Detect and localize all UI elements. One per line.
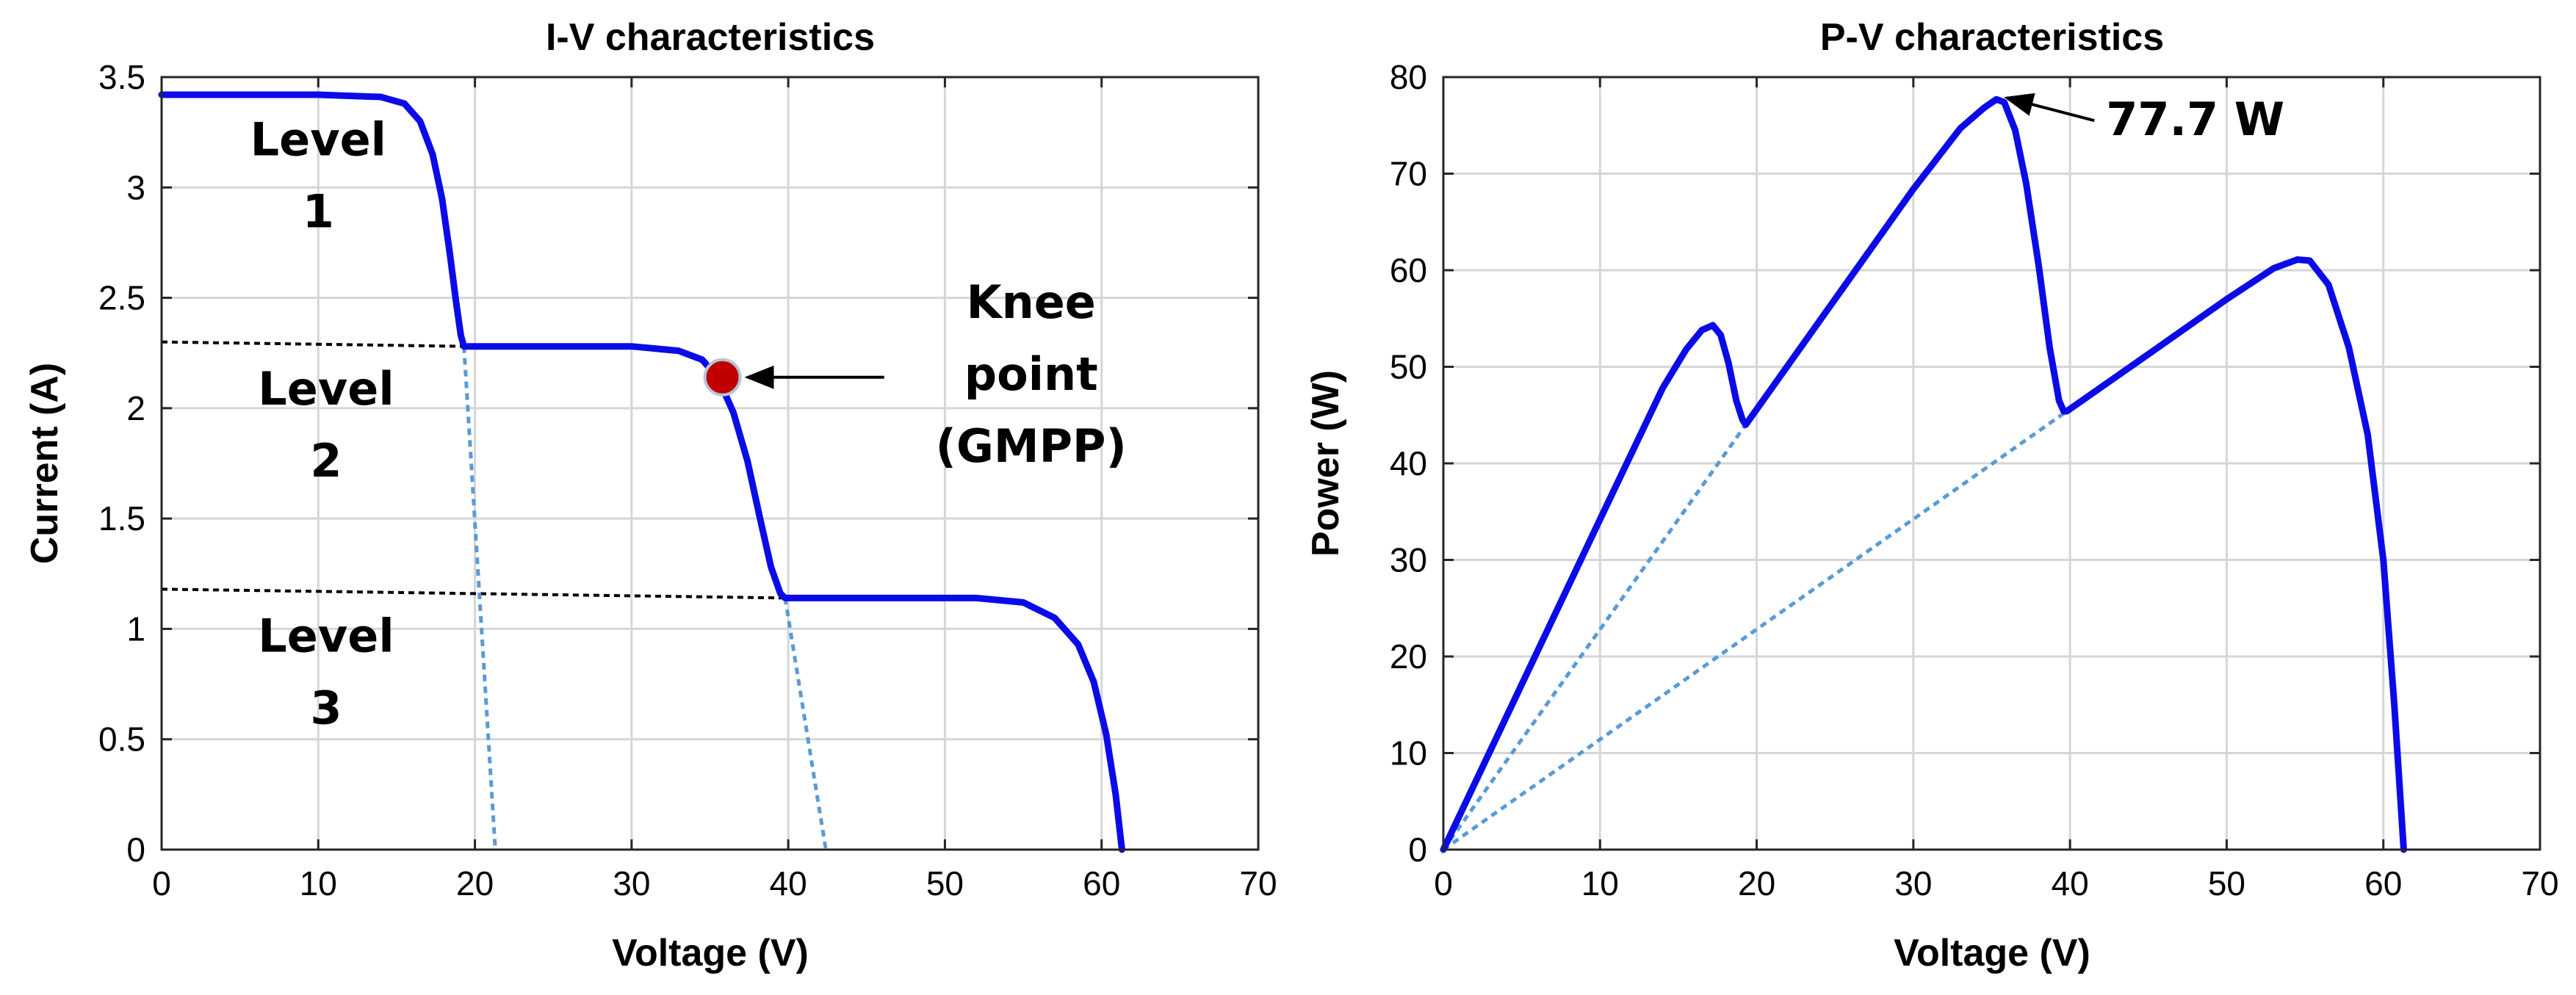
annotation-label: Level 3 — [258, 609, 394, 735]
y-tick-label: 40 — [1390, 444, 1427, 482]
annotation-arrow — [2004, 93, 2095, 123]
x-tick-label: 70 — [2521, 864, 2558, 902]
annotation-label: Knee point (GMPP) — [936, 275, 1127, 473]
pv-reference-lines — [1441, 409, 2068, 852]
pv-chart: P-V characteristics 0 10 20 30 40 50 60 70 0 10 20… — [1305, 16, 2559, 974]
iv-chart: I-V characteristics 0 10 20 30 40 50 60 70 0 0.5 1… — [24, 16, 1277, 974]
pv-series — [1440, 95, 2407, 853]
x-tick-label: 30 — [613, 864, 650, 902]
x-tick-label: 10 — [300, 864, 337, 902]
reference-line — [1441, 423, 1747, 851]
pv-plot-frame — [1442, 76, 2541, 851]
knee-point-marker — [703, 358, 742, 397]
y-tick-label: 0.5 — [98, 720, 145, 759]
pv-grid — [1443, 77, 2540, 850]
annotation-line: 2 — [310, 434, 342, 488]
x-tick-label: 0 — [1434, 864, 1453, 902]
pv-chart-title: P-V characteristics — [1820, 16, 2164, 59]
data-line — [1440, 95, 2407, 853]
y-tick-label: 3 — [126, 168, 145, 206]
y-tick-label: 60 — [1390, 251, 1427, 289]
annotation-label: Level 1 — [250, 112, 386, 238]
reference-line — [783, 597, 828, 850]
annotation-line: point — [964, 347, 1098, 401]
iv-ticks: 0 10 20 30 40 50 60 70 0 0.5 1 1.5 2 2.5 3 3.5 — [98, 58, 1277, 902]
x-tick-label: 30 — [1894, 864, 1932, 902]
reference-line — [161, 340, 464, 348]
pv-y-axis-label: Power (W) — [1305, 370, 1347, 557]
annotation-line: Level — [250, 112, 386, 166]
x-tick-label: 20 — [456, 864, 494, 902]
pv-ticks: 0 10 20 30 40 50 60 70 0 10 20 30 40 50 60 70 80 — [1390, 58, 2559, 902]
x-tick-label: 50 — [2208, 864, 2245, 902]
iv-x-axis-label: Voltage (V) — [612, 932, 809, 974]
y-tick-label: 2 — [126, 389, 145, 427]
iv-grid — [162, 77, 1258, 850]
y-tick-label: 30 — [1390, 541, 1427, 579]
annotation-line: 3 — [310, 681, 342, 735]
annotation-line: Level — [258, 609, 394, 663]
y-tick-label: 20 — [1390, 637, 1427, 676]
x-tick-label: 10 — [1581, 864, 1619, 902]
reference-line — [462, 346, 497, 850]
x-tick-label: 60 — [1083, 864, 1120, 902]
annotation-line: Level — [258, 362, 394, 416]
reference-line — [1442, 409, 2068, 852]
y-tick-label: 1 — [126, 609, 145, 648]
y-tick-label: 0 — [1408, 831, 1427, 869]
annotation-label: Level 2 — [258, 362, 394, 488]
reference-line — [161, 587, 785, 600]
iv-plot-frame — [160, 76, 1260, 851]
annotation-line: Knee — [967, 275, 1096, 329]
pv-x-axis-label: Voltage (V) — [1894, 932, 2090, 974]
x-tick-label: 40 — [2052, 864, 2089, 902]
iv-reference-lines — [161, 340, 828, 850]
annotation-label: 77.7 W — [2106, 93, 2284, 146]
x-tick-label: 0 — [152, 864, 171, 902]
y-tick-label: 2.5 — [98, 279, 145, 317]
y-tick-label: 1.5 — [98, 499, 145, 538]
annotation-line: 1 — [303, 184, 334, 238]
iv-annotations: Level 1 Level 2 Level 3 Knee point (GMPP) — [250, 112, 1127, 734]
y-tick-label: 3.5 — [98, 58, 145, 96]
y-tick-label: 80 — [1390, 58, 1427, 96]
iv-chart-title: I-V characteristics — [546, 16, 875, 59]
x-tick-label: 60 — [2364, 864, 2402, 902]
y-tick-label: 0 — [126, 831, 145, 869]
annotation-line: (GMPP) — [936, 419, 1127, 473]
x-tick-label: 70 — [1239, 864, 1277, 902]
iv-y-axis-label: Current (A) — [24, 363, 66, 564]
y-tick-label: 10 — [1390, 734, 1427, 773]
y-tick-label: 70 — [1390, 155, 1427, 193]
x-tick-label: 40 — [770, 864, 807, 902]
x-tick-label: 50 — [926, 864, 964, 902]
y-tick-label: 50 — [1390, 348, 1427, 386]
pv-annotations: 77.7 W — [2004, 93, 2284, 146]
x-tick-label: 20 — [1738, 864, 1775, 902]
